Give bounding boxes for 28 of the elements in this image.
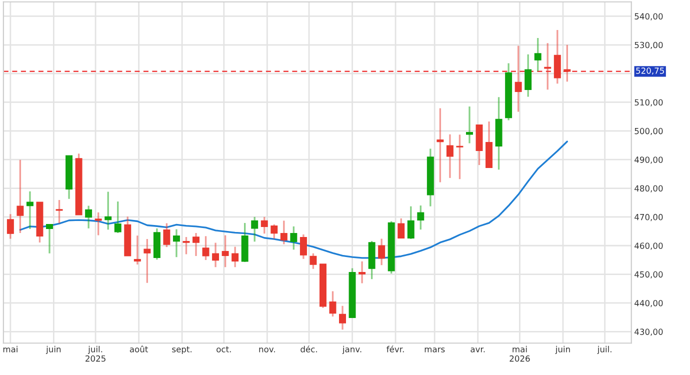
y-tick-label: 430,00: [634, 328, 663, 336]
x-tick-label: juil.: [597, 346, 612, 354]
x-tick-label: janv.: [342, 346, 362, 354]
y-tick-label: 470,00: [634, 214, 663, 222]
ref-line-label: 520,75: [636, 68, 664, 75]
y-tick-label: 530,00: [634, 42, 663, 50]
y-tick-label: 450,00: [634, 271, 663, 278]
y-tick-label: 480,00: [634, 185, 663, 192]
y-tick-label: 540,00: [634, 13, 663, 20]
y-tick-label: 490,00: [634, 156, 663, 164]
y-tick-label: 440,00: [634, 300, 663, 308]
x-tick-label: avr.: [470, 348, 485, 352]
x-tick-label: juil. 2025: [86, 346, 106, 362]
x-tick-label: mai 2026: [510, 346, 530, 362]
x-tick-label: oct.: [216, 346, 231, 352]
x-tick-label: nov.: [259, 348, 275, 352]
y-tick-label: 500,00: [634, 128, 663, 136]
line-series: [19, 140, 568, 259]
x-tick-label: mars: [424, 348, 445, 352]
y-tick-label: 460,00: [634, 242, 663, 250]
x-tick-label: sept.: [172, 346, 192, 354]
y-tick-label: 510,00: [634, 99, 663, 106]
x-tick-label: déc.: [300, 346, 317, 352]
x-tick-label: juin: [555, 346, 570, 354]
x-tick-label: mai: [3, 346, 18, 352]
x-tick-label: juin: [46, 346, 61, 354]
x-tick-label: août: [130, 346, 148, 352]
x-tick-label: févr.: [386, 346, 404, 352]
